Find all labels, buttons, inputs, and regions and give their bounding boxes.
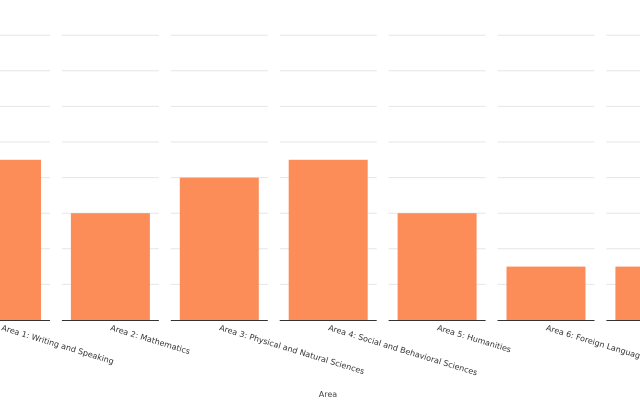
bar [70,213,150,320]
bar [615,266,640,320]
x-tick-label: Area 5: Humanities [436,323,512,354]
bar [179,177,259,320]
x-tick-label: Area 2: Mathematics [109,323,191,356]
x-axis-title: Area [319,390,338,399]
bars [0,159,640,320]
bar [288,159,368,320]
x-tick-label: Area 1: Writing and Speaking [0,323,115,366]
bar [506,266,586,320]
bar [0,159,41,320]
bar [397,213,477,320]
x-tick-label: Area 6: Foreign Language [545,323,640,362]
